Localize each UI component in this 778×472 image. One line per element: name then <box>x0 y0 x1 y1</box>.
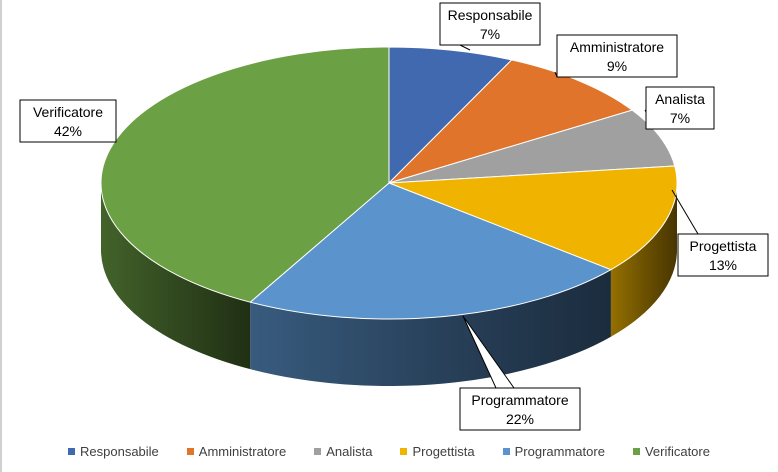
pie-side-progettista <box>610 183 677 337</box>
legend-label-amministratore: Amministratore <box>198 443 287 459</box>
legend-item-verificatore[interactable]: Verificatore <box>632 443 710 459</box>
data-label-value-amministratore: 9% <box>607 58 627 74</box>
leader-line-programmatore <box>462 315 515 389</box>
legend: Responsabile Amministratore Analista Proget… <box>0 441 778 461</box>
pie-slice-verificatore[interactable] <box>100 46 390 303</box>
legend-swatch-progettista <box>400 447 408 455</box>
leader-line-progettista <box>671 189 699 235</box>
legend-swatch-programmatore <box>502 447 510 455</box>
pie-slice-analista[interactable] <box>388 109 676 184</box>
data-label-box-progettista <box>677 233 769 277</box>
legend-item-progettista[interactable]: Progettista <box>400 443 475 459</box>
legend-swatch-amministratore <box>186 447 194 455</box>
data-label-value-programmatore: 22% <box>506 411 534 427</box>
chart-border <box>0 0 2 472</box>
legend-item-programmatore[interactable]: Programmatore <box>502 443 605 459</box>
data-label-value-responsabile: 7% <box>480 26 500 42</box>
legend-item-responsabile[interactable]: Responsabile <box>68 444 159 459</box>
data-label-name-progettista: Progettista <box>690 238 757 254</box>
data-label-box-verificatore <box>19 99 117 143</box>
pie-slice-amministratore[interactable] <box>388 59 634 184</box>
data-label-name-verificatore: Verificatore <box>33 104 103 120</box>
pie-slices <box>100 46 678 320</box>
pie-side-programmatore <box>250 269 611 386</box>
data-label-value-progettista: 13% <box>709 257 737 273</box>
pie-slice-programmatore[interactable] <box>249 182 613 320</box>
pie-side-walls <box>101 183 677 386</box>
pie-slice-responsabile[interactable] <box>388 46 513 185</box>
legend-item-amministratore[interactable]: Amministratore <box>186 443 287 459</box>
data-labels: Responsabile 7% Amministratore 9% Analista 7%… <box>19 2 769 431</box>
data-label-name-programmatore: Programmatore <box>471 392 568 408</box>
data-label-box-amministratore <box>556 34 678 78</box>
legend-item-analista[interactable]: Analista <box>314 444 372 459</box>
legend-swatch-responsabile <box>68 447 76 455</box>
pie-slice-progettista[interactable] <box>388 165 678 271</box>
legend-label-responsabile: Responsabile <box>80 443 159 459</box>
data-label-box-responsabile <box>439 2 541 46</box>
legend-label-analista: Analista <box>326 443 373 459</box>
data-label-box-programmatore <box>459 387 581 431</box>
legend-swatch-analista <box>314 447 322 455</box>
legend-swatch-verificatore <box>632 447 640 455</box>
data-label-name-amministratore: Amministratore <box>570 39 664 55</box>
data-label-name-analista: Analista <box>655 91 705 107</box>
legend-label-progettista: Progettista <box>412 443 475 459</box>
leader-line-responsabile <box>459 44 471 51</box>
data-label-box-analista <box>645 86 715 130</box>
legend-label-verificatore: Verificatore <box>644 443 710 459</box>
data-label-value-verificatore: 42% <box>54 123 82 139</box>
data-label-value-analista: 7% <box>670 110 690 126</box>
legend-label-programmatore: Programmatore <box>514 443 605 459</box>
data-label-name-responsabile: Responsabile <box>448 7 533 23</box>
pie-side-verificatore <box>101 183 251 370</box>
